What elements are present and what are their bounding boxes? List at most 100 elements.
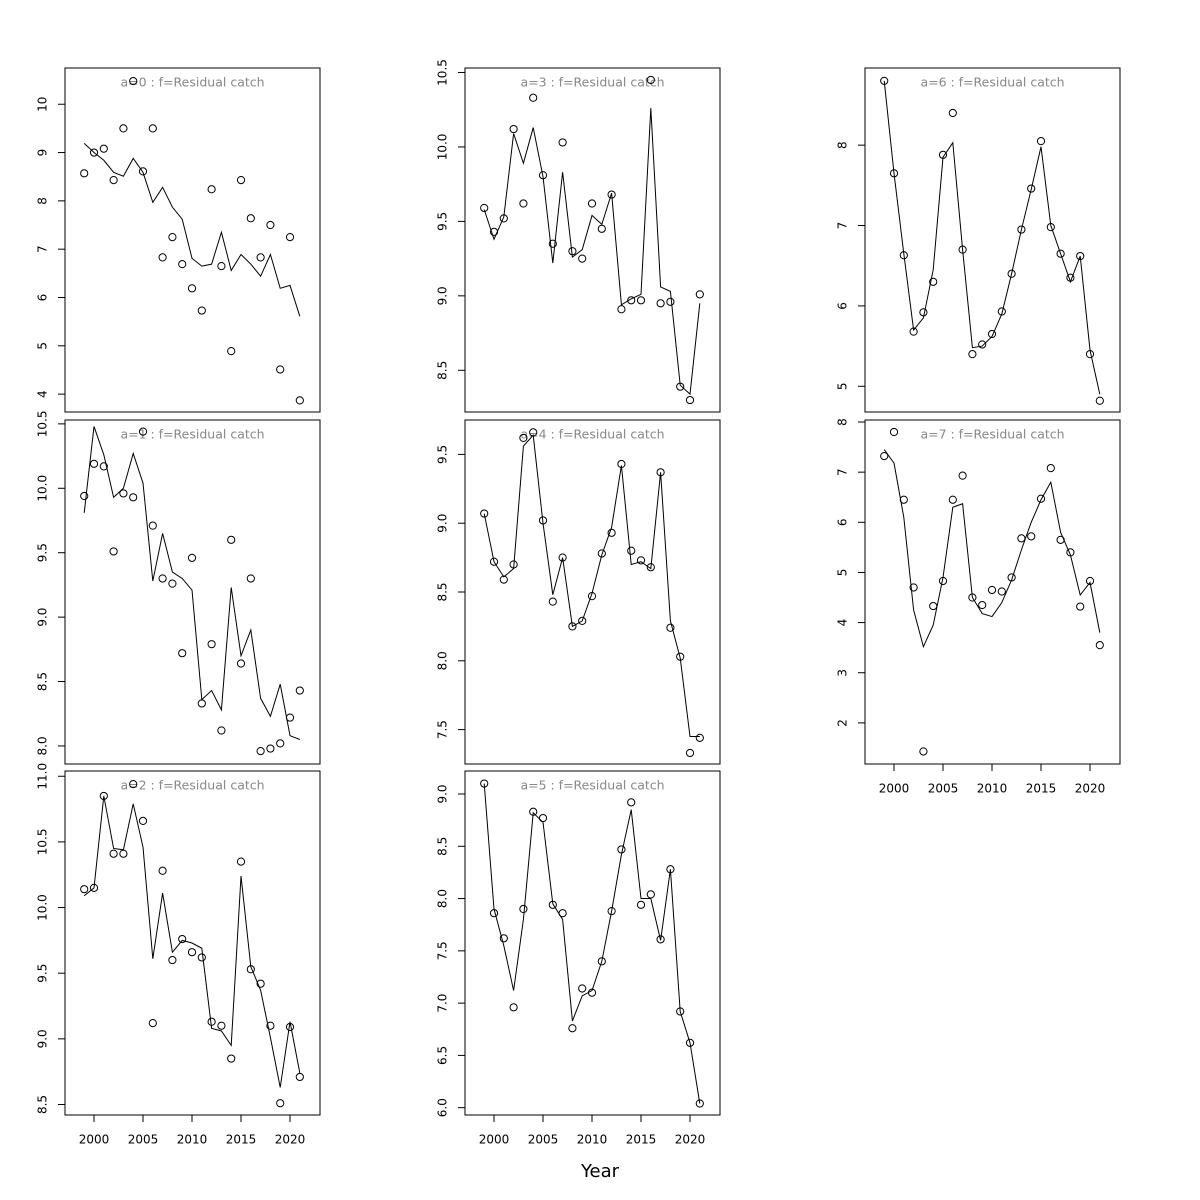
observed-point (217, 1021, 226, 1030)
y-tick-label: 8 (836, 141, 850, 149)
fitted-line (883, 449, 1101, 649)
observed-point (266, 1021, 275, 1030)
observed-point (695, 733, 704, 742)
y-tick-label: 8.5 (36, 672, 50, 691)
observed-point (148, 1018, 157, 1028)
y-tick-label: 2 (836, 719, 850, 727)
x-tick-label: 2010 (577, 1133, 608, 1147)
observed-point (656, 935, 665, 944)
observed-point (187, 948, 197, 957)
observed-point (627, 798, 636, 807)
observed-point (519, 433, 528, 442)
observed-point (958, 471, 967, 480)
observed-point (519, 199, 528, 208)
y-tick-label: 3 (836, 669, 850, 677)
observed-point (480, 203, 489, 213)
observed-point (578, 616, 587, 625)
fitted-line (483, 433, 700, 737)
observed-point (119, 489, 128, 498)
observed-point (695, 290, 704, 299)
observed-point (568, 1024, 577, 1033)
observed-point (276, 365, 285, 374)
observed-point (158, 866, 167, 875)
observed-point (266, 744, 275, 753)
observed-point (187, 284, 197, 293)
observed-point (1076, 602, 1085, 611)
observed-point (158, 253, 167, 262)
observed-point (685, 395, 695, 405)
observed-point (236, 175, 246, 185)
observed-point (929, 601, 938, 611)
panel-frame (464, 67, 721, 413)
y-tick-label: 9.5 (436, 212, 450, 231)
observed-point (80, 885, 89, 894)
panel-frame (864, 67, 1121, 413)
observed-point (646, 890, 655, 899)
observed-point (80, 491, 89, 501)
observed-point (480, 509, 489, 518)
observed-point (285, 233, 295, 242)
observed-point (646, 75, 655, 85)
observed-point (109, 175, 118, 185)
x-tick-label: 2015 (226, 1133, 257, 1147)
observed-point (1007, 269, 1016, 278)
observed-point (987, 329, 997, 339)
y-tick-label: 10 (36, 97, 50, 112)
y-tick-label: 6.5 (436, 1046, 450, 1065)
y-tick-label: 7 (36, 245, 50, 253)
x-tick-label: 2020 (275, 1133, 306, 1147)
observed-point (148, 124, 157, 133)
y-tick-label: 6 (836, 302, 850, 310)
y-tick-label: 7 (836, 222, 850, 230)
observed-point (617, 845, 626, 854)
observed-point (1046, 464, 1055, 473)
observed-point (627, 546, 636, 555)
panel-frame (864, 419, 1121, 765)
fitted-line (83, 795, 301, 1088)
x-tick-label: 2010 (977, 782, 1008, 796)
observed-point (178, 649, 187, 658)
observed-point (129, 780, 138, 789)
observed-point (607, 528, 616, 537)
y-tick-label: 9.0 (436, 784, 450, 803)
y-tick-label: 8.5 (436, 582, 450, 601)
observed-point (236, 659, 246, 668)
observed-point (138, 167, 148, 176)
y-tick-label: 10.0 (436, 134, 450, 161)
observed-point (489, 557, 499, 566)
y-tick-label: 4 (836, 619, 850, 627)
observed-point (207, 640, 216, 649)
observed-point (499, 934, 508, 943)
y-tick-label: 8 (836, 418, 850, 426)
observed-point (509, 1003, 518, 1012)
observed-point (889, 427, 899, 437)
y-tick-label: 10.5 (36, 829, 50, 856)
y-tick-label: 8.0 (36, 736, 50, 755)
observed-point (1017, 534, 1026, 543)
y-tick-label: 7 (836, 468, 850, 476)
observed-point (636, 296, 646, 305)
observed-point (1017, 225, 1026, 234)
observed-point (538, 813, 548, 823)
y-tick-label: 9.5 (436, 445, 450, 464)
x-tick-label: 2005 (128, 1133, 159, 1147)
observed-point (919, 308, 928, 317)
panel-title: a=6 : f=Residual catch (920, 75, 1064, 90)
observed-point (987, 585, 997, 595)
observed-point (80, 169, 89, 178)
observed-point (207, 185, 216, 194)
observed-point (636, 556, 646, 565)
observed-point (138, 427, 148, 436)
observed-point (99, 144, 108, 153)
observed-point (695, 1099, 704, 1108)
observed-point (89, 148, 99, 157)
observed-point (256, 979, 265, 988)
y-tick-label: 5 (836, 382, 850, 390)
observed-point (1095, 396, 1104, 405)
observed-point (109, 849, 118, 858)
y-tick-label: 7.5 (436, 941, 450, 960)
x-tick-label: 2000 (79, 1133, 110, 1147)
observed-point (509, 124, 518, 134)
observed-point (548, 239, 557, 248)
